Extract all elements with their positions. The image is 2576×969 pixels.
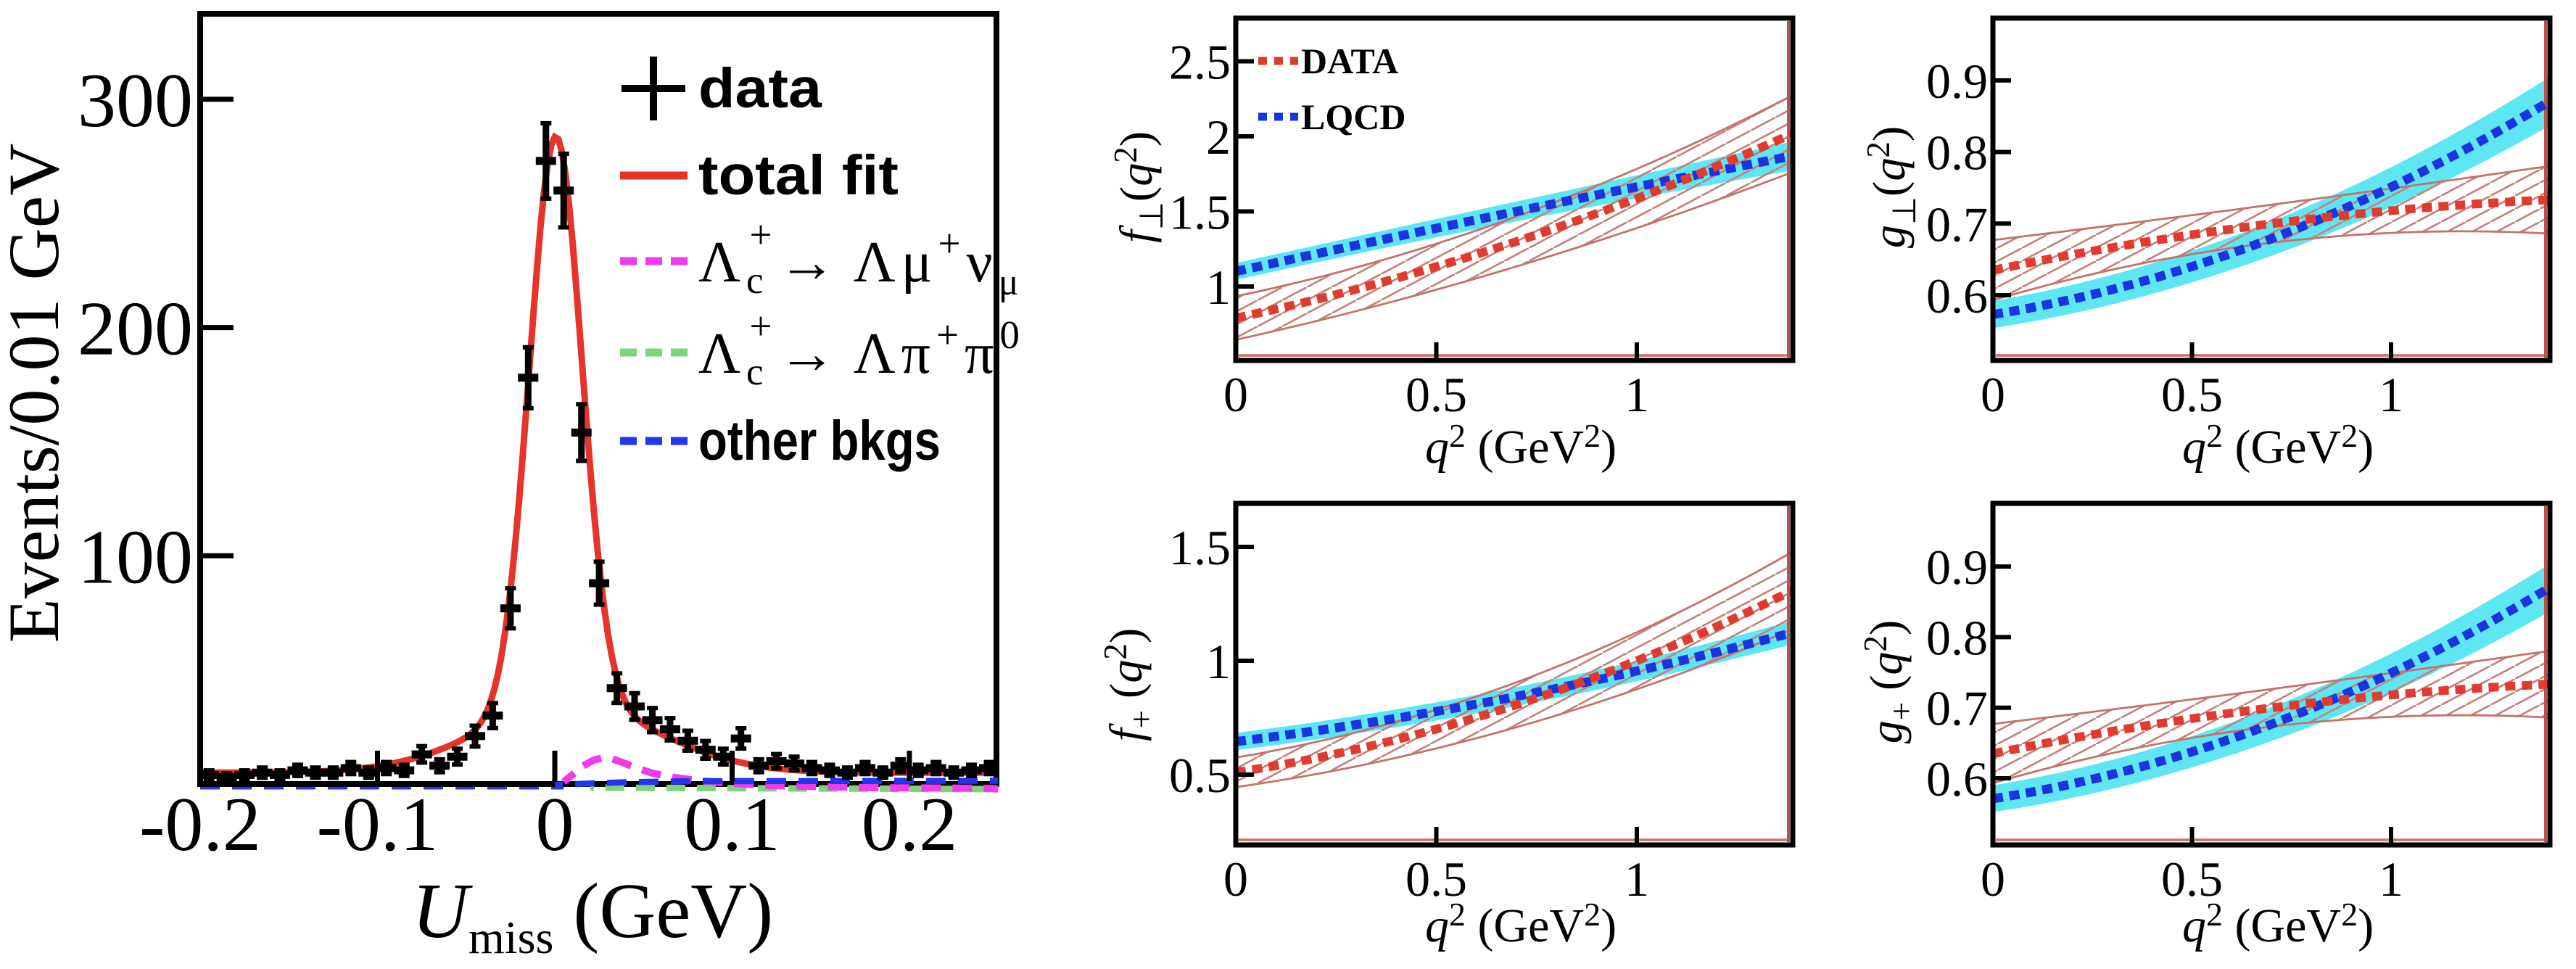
svg-text:g+ (q2): g+ (q2) [1857, 620, 1920, 744]
svg-text:0.5: 0.5 [1405, 367, 1467, 422]
svg-text:0.5: 0.5 [1405, 852, 1467, 907]
svg-text:f⊥(q2): f⊥(q2) [1107, 131, 1170, 243]
svg-text:1.5: 1.5 [1169, 520, 1231, 575]
svg-text:-0.1: -0.1 [317, 782, 439, 867]
svg-text:data: data [698, 57, 822, 120]
svg-text:0: 0 [1981, 852, 2005, 907]
svg-text:0.7: 0.7 [1926, 681, 1988, 736]
svg-text:0.6: 0.6 [1926, 268, 1988, 323]
svg-text:0.7: 0.7 [1926, 197, 1988, 252]
svg-text:q2 (GeV2): q2 (GeV2) [1425, 417, 1617, 474]
svg-text:0: 0 [1223, 367, 1248, 422]
svg-text:0.9: 0.9 [1926, 54, 1988, 109]
svg-text:q2 (GeV2): q2 (GeV2) [1425, 896, 1617, 952]
svg-text:0.8: 0.8 [1926, 125, 1988, 181]
svg-text:0.5: 0.5 [2161, 367, 2223, 422]
svg-text:Umiss (GeV): Umiss (GeV) [412, 868, 773, 963]
svg-text:0.8: 0.8 [1926, 610, 1988, 665]
svg-text:-0.2: -0.2 [139, 782, 261, 867]
svg-text:1.5: 1.5 [1169, 185, 1231, 240]
svg-text:100: 100 [78, 514, 193, 599]
svg-text:LQCD: LQCD [1301, 96, 1405, 137]
svg-text:total fit: total fit [698, 144, 899, 207]
svg-text:1: 1 [1625, 852, 1649, 907]
svg-text:Λc+→Λμ+νμ: Λc+→ Λμ+νμ [698, 213, 1025, 303]
svg-text:q2 (GeV2): q2 (GeV2) [2182, 896, 2374, 952]
svg-text:300: 300 [78, 58, 193, 143]
svg-text:1: 1 [1206, 260, 1231, 315]
svg-text:f+ (q2): f+ (q2) [1097, 628, 1160, 741]
svg-text:0: 0 [536, 782, 574, 867]
svg-text:0.5: 0.5 [2161, 852, 2223, 907]
svg-text:2.5: 2.5 [1169, 35, 1231, 90]
svg-text:0.2: 0.2 [862, 782, 958, 867]
svg-text:1: 1 [1625, 367, 1649, 422]
svg-text:200: 200 [78, 286, 193, 371]
svg-text:0: 0 [1223, 852, 1248, 907]
svg-text:1: 1 [2379, 852, 2403, 907]
svg-text:0: 0 [1981, 367, 2005, 422]
svg-text:Λc+→Λπ+π0: Λc+→ Λπ+π0 [698, 304, 1025, 393]
svg-text:other bkgs: other bkgs [698, 410, 941, 472]
svg-text:Events/0.01 GeV: Events/0.01 GeV [0, 144, 74, 643]
svg-text:0.6: 0.6 [1926, 751, 1988, 807]
svg-text:q2 (GeV2): q2 (GeV2) [2182, 417, 2374, 474]
svg-text:g⊥(q2): g⊥(q2) [1860, 126, 1923, 248]
svg-text:0.1: 0.1 [684, 782, 780, 867]
svg-text:DATA: DATA [1301, 41, 1398, 81]
svg-text:1: 1 [2379, 367, 2403, 422]
svg-text:2: 2 [1206, 110, 1231, 165]
svg-text:1: 1 [1206, 634, 1231, 689]
svg-text:0.9: 0.9 [1926, 540, 1988, 595]
svg-text:0.5: 0.5 [1169, 748, 1231, 803]
